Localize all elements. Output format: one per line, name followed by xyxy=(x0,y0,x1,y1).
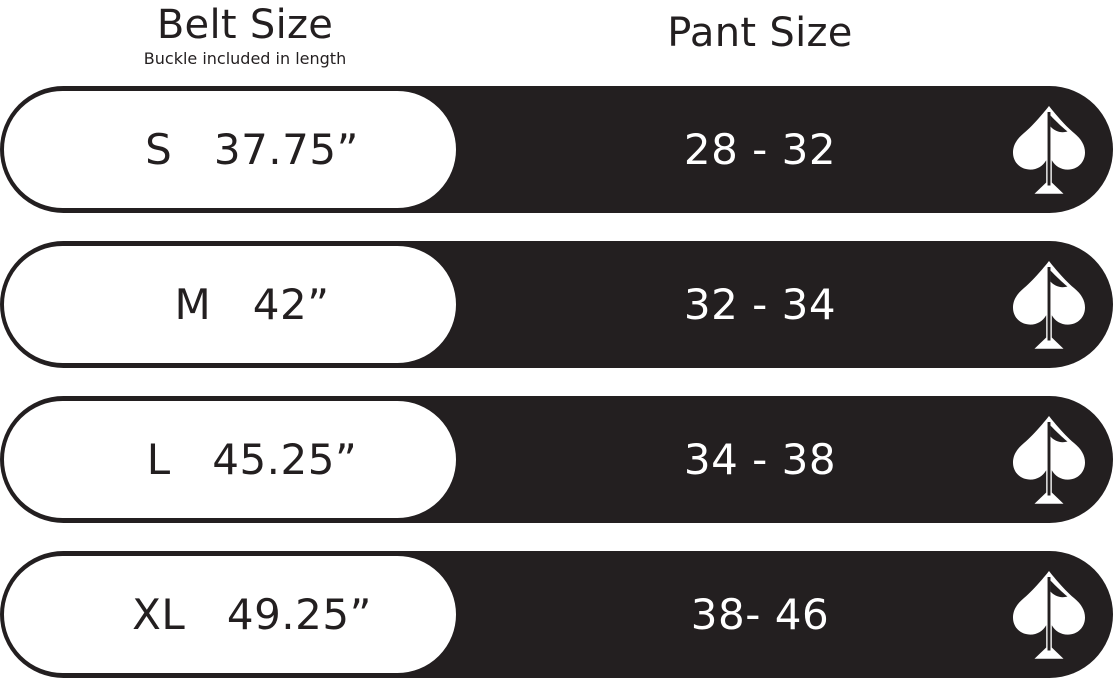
chart-headers: Belt Size Buckle included in length Pant… xyxy=(0,0,1113,86)
belt-size-title: Belt Size xyxy=(156,2,334,48)
belt-size-pill: XL 49.25” xyxy=(2,554,458,675)
belt-size-value: M 42” xyxy=(174,279,330,329)
belt-size-value: XL 49.25” xyxy=(132,589,372,639)
spade-icon xyxy=(1003,551,1095,678)
belt-size-pill: L 45.25” xyxy=(2,399,458,520)
table-row: M 42” 32 - 34 xyxy=(0,241,1113,368)
belt-size-value: S 37.75” xyxy=(145,124,359,174)
table-row: S 37.75” 28 - 32 xyxy=(0,86,1113,213)
pant-size-title: Pant Size xyxy=(667,10,853,56)
belt-size-pill: S 37.75” xyxy=(2,89,458,210)
spade-icon xyxy=(1003,396,1095,523)
pant-size-value: 32 - 34 xyxy=(683,279,837,329)
belt-size-subtitle: Buckle included in length xyxy=(143,49,347,68)
belt-size-pill: M 42” xyxy=(2,244,458,365)
spade-icon xyxy=(1003,86,1095,213)
spade-icon xyxy=(1003,241,1095,368)
belt-size-value: L 45.25” xyxy=(146,434,358,484)
pant-size-value: 38- 46 xyxy=(690,589,830,639)
pant-size-value: 28 - 32 xyxy=(683,124,837,174)
size-rows: S 37.75” 28 - 32 M 42” 32 - 34 xyxy=(0,86,1113,678)
table-row: L 45.25” 34 - 38 xyxy=(0,396,1113,523)
table-row: XL 49.25” 38- 46 xyxy=(0,551,1113,678)
pant-size-value: 34 - 38 xyxy=(683,434,837,484)
pant-size-header: Pant Size xyxy=(530,10,990,56)
belt-size-header: Belt Size Buckle included in length xyxy=(30,2,460,69)
